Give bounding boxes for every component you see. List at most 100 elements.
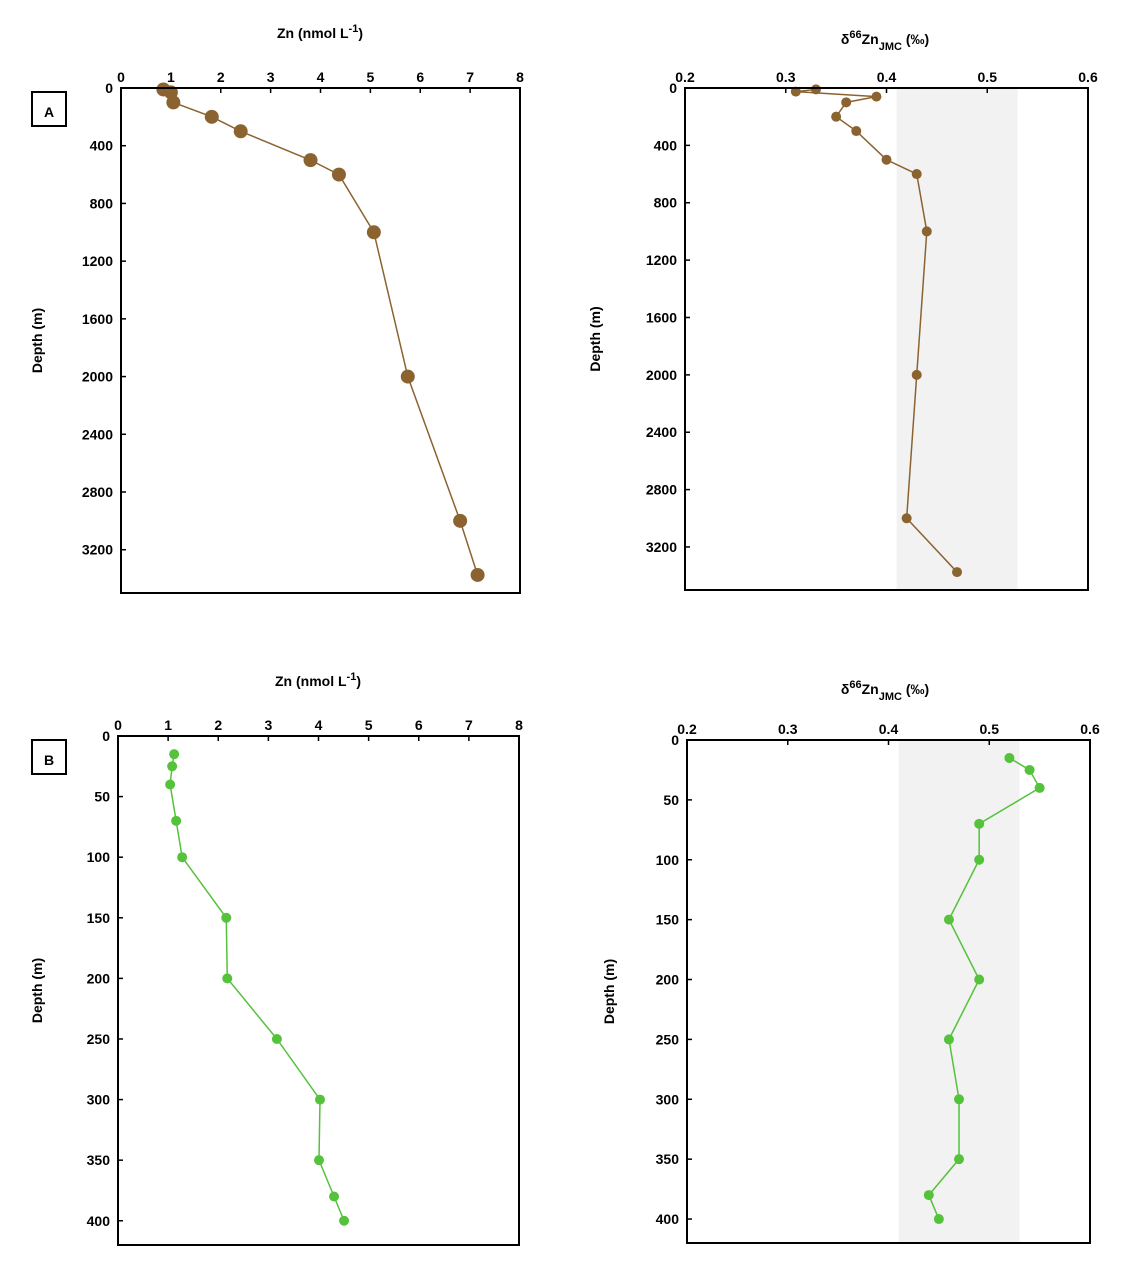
x-tick-label: 0.3 (778, 721, 798, 737)
y-tick-label: 150 (87, 910, 111, 926)
title-run: 66 (849, 679, 861, 691)
y-tick-label: 0 (105, 80, 113, 96)
x-tick-label: 6 (416, 69, 424, 85)
title-run: ) (356, 673, 361, 689)
data-point (303, 153, 318, 168)
data-point (221, 912, 232, 923)
data-point (974, 854, 985, 865)
plot-frame (684, 87, 1089, 591)
x-tick-label: 7 (465, 717, 473, 733)
data-point (233, 124, 248, 139)
title-run: -1 (349, 23, 359, 35)
data-point (271, 1033, 282, 1044)
x-tick-label: 1 (167, 69, 175, 85)
y-tick-label: 2000 (646, 367, 677, 383)
data-point (339, 1215, 350, 1226)
y-axis-title: Depth (m) (29, 308, 45, 373)
x-tick-label: 0.4 (877, 69, 897, 85)
data-point (921, 226, 932, 237)
data-point (974, 974, 985, 985)
data-point (1004, 752, 1015, 763)
x-tick-label: 7 (466, 69, 474, 85)
data-point (165, 779, 176, 790)
plot-frame (120, 87, 521, 594)
y-tick-label: 250 (87, 1031, 111, 1047)
y-tick-label: 1600 (82, 311, 113, 327)
data-point (331, 167, 346, 182)
data-point (851, 126, 862, 137)
profile-line (169, 754, 345, 1222)
x-tick-label: 0.2 (675, 69, 695, 85)
y-axis-title: Depth (m) (29, 958, 45, 1023)
y-tick-label: 800 (654, 195, 678, 211)
data-point (954, 1154, 965, 1165)
panel-label-box (31, 739, 67, 775)
plot-frame (686, 739, 1091, 1244)
data-point (167, 761, 178, 772)
data-point (923, 1190, 934, 1201)
x-tick-label: 0.5 (978, 69, 998, 85)
x-tick-label: 8 (516, 69, 524, 85)
y-tick-label: 150 (656, 912, 680, 928)
data-point (933, 1214, 944, 1225)
y-tick-label: 50 (663, 792, 679, 808)
y-tick-label: 250 (656, 1031, 680, 1047)
y-tick-label: 800 (90, 195, 114, 211)
data-point (329, 1191, 340, 1202)
x-tick-label: 5 (366, 69, 374, 85)
data-point (943, 914, 954, 925)
data-point (314, 1155, 325, 1166)
y-tick-label: 3200 (646, 539, 677, 555)
x-axis-title: δ66ZnJMC (‰) (841, 679, 929, 703)
x-tick-label: 4 (317, 69, 325, 85)
x-tick-label: 0.4 (879, 721, 899, 737)
data-point (841, 97, 852, 108)
x-tick-label: 0.6 (1078, 69, 1098, 85)
y-tick-label: 100 (656, 852, 680, 868)
y-tick-label: 1200 (82, 253, 113, 269)
y-tick-label: 400 (656, 1211, 680, 1227)
title-run: 66 (849, 29, 861, 41)
plot-frame (117, 735, 520, 1246)
data-point (831, 111, 842, 122)
y-tick-label: 0 (671, 732, 679, 748)
x-tick-label: 5 (365, 717, 373, 733)
profile-line (795, 88, 958, 573)
data-point (1024, 764, 1035, 775)
x-tick-label: 2 (217, 69, 225, 85)
data-point (366, 225, 381, 240)
title-run: -1 (347, 671, 357, 683)
x-tick-label: 1 (164, 717, 172, 733)
data-point (901, 513, 912, 524)
data-point (470, 567, 485, 582)
data-point (177, 852, 188, 863)
x-axis-title: δ66ZnJMC (‰) (841, 29, 929, 53)
data-point (166, 95, 181, 110)
data-point (453, 513, 468, 528)
y-tick-label: 0 (669, 80, 677, 96)
title-run: Zn (862, 31, 879, 47)
data-point (222, 973, 233, 984)
title-run: δ (841, 681, 850, 697)
title-run: JMC (879, 41, 902, 53)
x-tick-label: 0.5 (980, 721, 1000, 737)
x-tick-label: 8 (515, 717, 523, 733)
x-tick-label: 3 (264, 717, 272, 733)
title-run: Zn (nmol L (275, 673, 347, 689)
data-point (315, 1094, 326, 1105)
y-axis-title: Depth (m) (601, 959, 617, 1024)
x-axis-title: Zn (nmol L-1) (275, 671, 361, 689)
y-tick-label: 50 (94, 789, 110, 805)
x-tick-label: 0 (114, 717, 122, 733)
y-tick-label: 300 (87, 1092, 111, 1108)
y-tick-label: 200 (87, 970, 111, 986)
data-point (790, 86, 801, 97)
data-point (169, 749, 180, 760)
title-run: ) (358, 25, 363, 41)
y-tick-label: 2800 (646, 482, 677, 498)
y-axis-title: Depth (m) (587, 306, 603, 371)
data-point (871, 91, 882, 102)
y-tick-label: 2400 (82, 426, 113, 442)
